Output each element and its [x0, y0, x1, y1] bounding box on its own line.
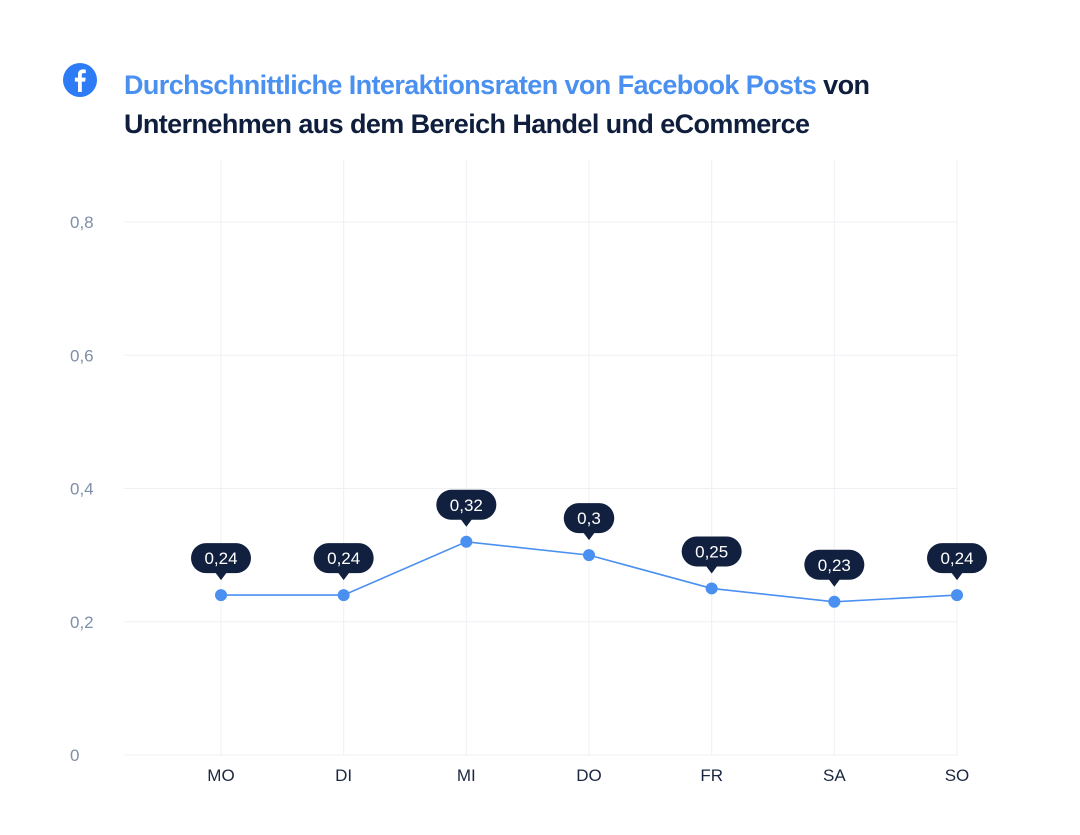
callout-pointer — [705, 565, 718, 574]
x-axis-categories: MO DI MI DO FR SA SO — [207, 766, 969, 785]
data-label-callout: 0,23 — [804, 549, 865, 587]
y-tick-label: 0,4 — [70, 480, 94, 499]
data-label: 0,24 — [327, 549, 360, 568]
x-category-label: FR — [700, 766, 723, 785]
data-point — [951, 589, 963, 602]
callout-bubble — [804, 549, 865, 580]
data-label: 0,24 — [204, 549, 237, 568]
callout-pointer — [583, 532, 595, 541]
callout-pointer — [215, 572, 227, 581]
title-rest: von Unternehmen aus dem Bereich Handel u… — [124, 70, 870, 139]
data-point — [828, 595, 841, 608]
x-category-label: DI — [335, 766, 352, 785]
data-point — [460, 535, 473, 548]
grid-lines — [124, 160, 958, 756]
data-label-callout: 0,3 — [563, 503, 615, 541]
x-category-label: SA — [823, 766, 846, 785]
x-category-label: MO — [207, 766, 234, 785]
y-axis-ticks: 0 0,2 0,4 0,6 0,8 — [70, 213, 94, 765]
data-label: 0,25 — [695, 542, 728, 561]
y-tick-label: 0 — [70, 746, 79, 765]
data-label-callout: 0,24 — [191, 543, 251, 581]
data-label: 0,3 — [577, 509, 601, 528]
y-tick-label: 0,8 — [70, 213, 94, 232]
data-point — [583, 549, 595, 562]
callout-bubble — [927, 543, 987, 574]
callout-bubble — [313, 543, 374, 574]
y-tick-label: 0,2 — [70, 613, 94, 632]
callout-pointer — [951, 572, 963, 581]
callout-bubble — [681, 536, 742, 567]
data-label-callout: 0,25 — [681, 536, 742, 574]
data-points — [215, 535, 963, 608]
x-category-label: DO — [576, 766, 602, 785]
data-label: 0,32 — [450, 496, 483, 515]
data-point — [705, 582, 718, 595]
callout-pointer — [828, 578, 841, 587]
data-point — [215, 589, 227, 602]
data-label-callout: 0,24 — [927, 543, 987, 581]
title-highlight: Durchschnittliche Interaktionsraten von … — [124, 70, 817, 100]
y-tick-label: 0,6 — [70, 346, 94, 365]
data-label-callout: 0,32 — [436, 489, 497, 527]
callout-bubble — [563, 503, 615, 534]
x-category-label: MI — [457, 766, 476, 785]
callout-bubble — [436, 489, 497, 520]
facebook-icon — [63, 63, 97, 97]
data-label: 0,23 — [818, 556, 851, 575]
chart-title: Durchschnittliche Interaktionsraten von … — [124, 66, 954, 144]
x-category-label: SO — [945, 766, 970, 785]
data-label: 0,24 — [940, 549, 973, 568]
callout-bubble — [191, 543, 251, 574]
data-labels: 0,24 0,24 0,32 0,3 0,25 0,23 0,24 — [191, 489, 987, 587]
data-point — [337, 589, 350, 602]
callout-pointer — [460, 518, 473, 527]
callout-pointer — [337, 572, 350, 581]
data-label-callout: 0,24 — [313, 543, 374, 581]
